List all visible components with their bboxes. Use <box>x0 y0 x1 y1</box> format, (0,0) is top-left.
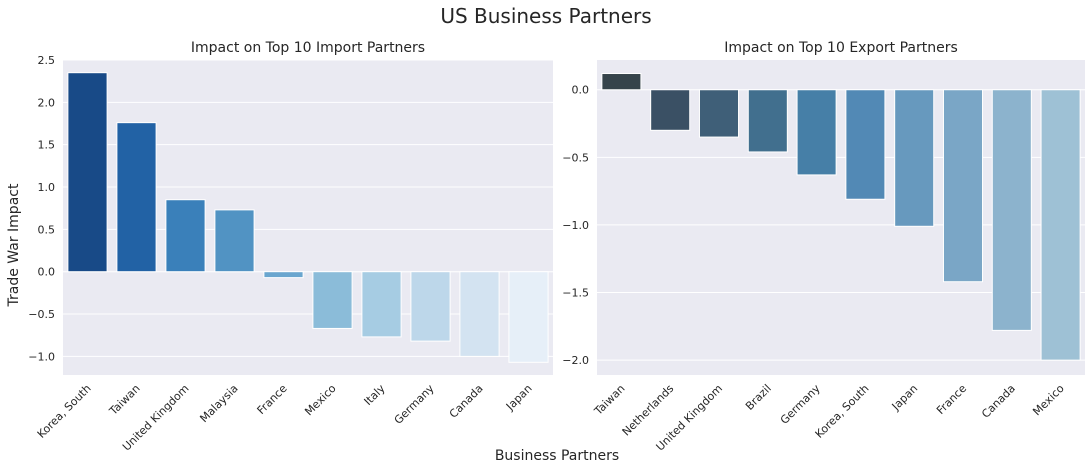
bar <box>698 89 740 138</box>
subplot-title: Impact on Top 10 Export Partners <box>724 40 958 56</box>
x-tick-label: Japan <box>503 382 535 414</box>
bar <box>845 89 886 200</box>
x-tick-label: Japan <box>889 382 921 414</box>
bar <box>165 199 206 273</box>
subplot-2: Impact on Top 10 Export Partners −2.0 −1.5… <box>562 40 1085 454</box>
suptitle: US Business Partners <box>440 4 651 28</box>
bar <box>214 209 255 273</box>
x-tick-label: France <box>255 382 290 417</box>
bar <box>650 89 691 131</box>
x-tick-label: Italy <box>362 382 388 408</box>
bar <box>796 89 837 176</box>
bar <box>410 271 451 342</box>
bar <box>361 271 402 338</box>
bar <box>67 72 108 273</box>
y-tick-label: −2.0 <box>562 354 589 367</box>
x-tick-label: Malaysia <box>197 382 240 425</box>
y-tick-label: 1.5 <box>38 139 56 152</box>
bar <box>263 271 304 279</box>
y-tick-label: 1.0 <box>38 181 56 194</box>
bar <box>991 89 1032 331</box>
x-tick-label: Taiwan <box>591 382 627 418</box>
subplot-title: Impact on Top 10 Import Partners <box>191 40 425 56</box>
y-tick-label: −1.0 <box>28 350 55 363</box>
y-axis-label: Trade War Impact <box>6 183 22 307</box>
bar <box>747 89 788 153</box>
bar <box>312 271 353 329</box>
y-tick-label: 0.0 <box>572 84 590 97</box>
bar <box>601 73 642 91</box>
x-tick-label: Canada <box>447 382 486 421</box>
x-tick-label: Brazil <box>743 382 774 413</box>
y-tick-label: −1.5 <box>562 287 589 300</box>
y-tick-label: −0.5 <box>28 308 55 321</box>
y-tick-label: −1.0 <box>562 219 589 232</box>
y-tick-label: −0.5 <box>562 151 589 164</box>
x-tick-label: Canada <box>979 382 1018 421</box>
bar <box>508 271 549 363</box>
bar <box>942 89 984 283</box>
y-tick-label: 0.5 <box>38 223 56 236</box>
x-tick-label: Germany <box>778 382 823 427</box>
x-tick-label: Mexico <box>1030 382 1067 419</box>
bar <box>116 122 157 273</box>
x-axis-label: Business Partners <box>495 448 619 464</box>
x-tick-label: Mexico <box>302 382 339 419</box>
subplot-1: Impact on Top 10 Import Partners −1.0 −0.5… <box>28 40 553 454</box>
x-tick-label: Korea, South <box>35 382 94 441</box>
bar <box>1040 89 1081 361</box>
x-tick-label: France <box>934 382 969 417</box>
bar <box>894 89 935 227</box>
x-tick-label: Taiwan <box>106 382 142 418</box>
x-tick-label: Germany <box>392 382 437 427</box>
y-tick-label: 2.0 <box>38 96 56 109</box>
y-tick-label: 0.0 <box>38 266 56 279</box>
bar <box>459 271 500 357</box>
y-tick-label: 2.5 <box>38 54 56 67</box>
